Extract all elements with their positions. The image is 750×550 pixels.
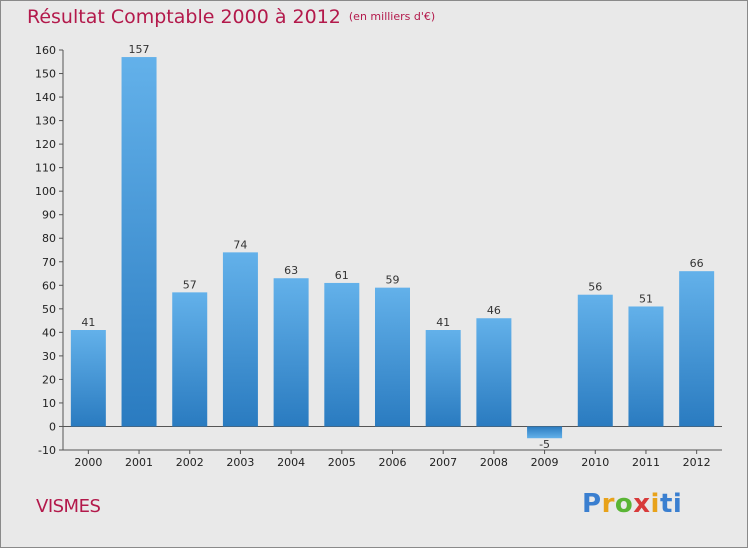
bar (172, 292, 208, 427)
x-tick-label: 2007 (429, 456, 457, 469)
logo-letter: ti (659, 489, 683, 519)
place-name: VISMES (36, 496, 101, 517)
data-label: 51 (639, 292, 653, 305)
chart-title-text: Résultat Comptable 2000 à 2012 (27, 6, 341, 28)
y-tick-label: -10 (38, 444, 56, 457)
bar (222, 252, 258, 427)
bars (70, 57, 715, 439)
y-tick-label: 80 (42, 232, 56, 245)
bar (324, 282, 360, 427)
data-label: 57 (183, 278, 197, 291)
logo-letter: x (633, 489, 651, 519)
y-tick-label: 140 (35, 91, 56, 104)
data-label: -5 (539, 438, 550, 451)
x-tick-label: 2009 (531, 456, 559, 469)
x-tick-label: 2008 (480, 456, 508, 469)
x-tick-label: 2002 (176, 456, 204, 469)
bar (527, 426, 563, 439)
y-tick-label: 20 (42, 373, 56, 386)
bar (273, 278, 309, 427)
y-tick-label: 30 (42, 350, 56, 363)
bar (375, 287, 410, 427)
data-labels: 41 157 57 74 63 61 59 41 46 -5 56 51 66 (81, 43, 703, 451)
data-label: 41 (81, 316, 95, 329)
chart-title: Résultat Comptable 2000 à 2012 (en millie… (27, 6, 435, 28)
x-tick-label: 2000 (74, 456, 102, 469)
logo-letter: o (614, 489, 634, 519)
x-tick-label: 2010 (581, 456, 609, 469)
x-tick-label: 2012 (683, 456, 711, 469)
x-tick-label: 2001 (125, 456, 153, 469)
y-tick-label: 110 (35, 162, 56, 175)
x-tick-label: 2011 (632, 456, 660, 469)
x-tick-label: 2005 (328, 456, 356, 469)
data-label: 46 (487, 304, 501, 317)
bar (577, 294, 613, 427)
y-tick-label: 70 (42, 256, 56, 269)
data-label: 63 (284, 264, 298, 277)
y-tick-label: 130 (35, 115, 56, 128)
data-label: 61 (335, 269, 349, 282)
bar (425, 330, 461, 427)
chart-subtitle: (en milliers d'€) (348, 10, 436, 23)
y-tick-label: 0 (49, 420, 56, 433)
bar (679, 271, 715, 427)
data-label: 41 (436, 316, 450, 329)
y-tick-label: 160 (35, 44, 56, 57)
bar (121, 57, 157, 427)
data-label: 56 (588, 281, 602, 294)
y-tick-label: 50 (42, 303, 56, 316)
data-label: 157 (129, 43, 150, 56)
x-tick-label: 2003 (226, 456, 254, 469)
x-tick-label: 2006 (379, 456, 407, 469)
y-tick-label: 10 (42, 397, 56, 410)
y-tick-label: 90 (42, 209, 56, 222)
y-tick-label: 60 (42, 279, 56, 292)
logo-letter: P (582, 489, 602, 519)
logo-letter: r (601, 489, 615, 519)
data-label: 74 (233, 238, 247, 251)
proxiti-logo: Proxiti (582, 489, 682, 519)
bar (628, 306, 664, 427)
logo-letter: i (650, 489, 660, 519)
y-tick-label: 120 (35, 138, 56, 151)
bar (476, 318, 512, 427)
y-tick-label: 100 (35, 185, 56, 198)
y-tick-label: 150 (35, 68, 56, 81)
x-tick-label: 2004 (277, 456, 305, 469)
y-tick-label: 40 (42, 326, 56, 339)
data-label: 66 (690, 257, 704, 270)
data-label: 59 (386, 274, 400, 287)
bar (70, 330, 106, 427)
